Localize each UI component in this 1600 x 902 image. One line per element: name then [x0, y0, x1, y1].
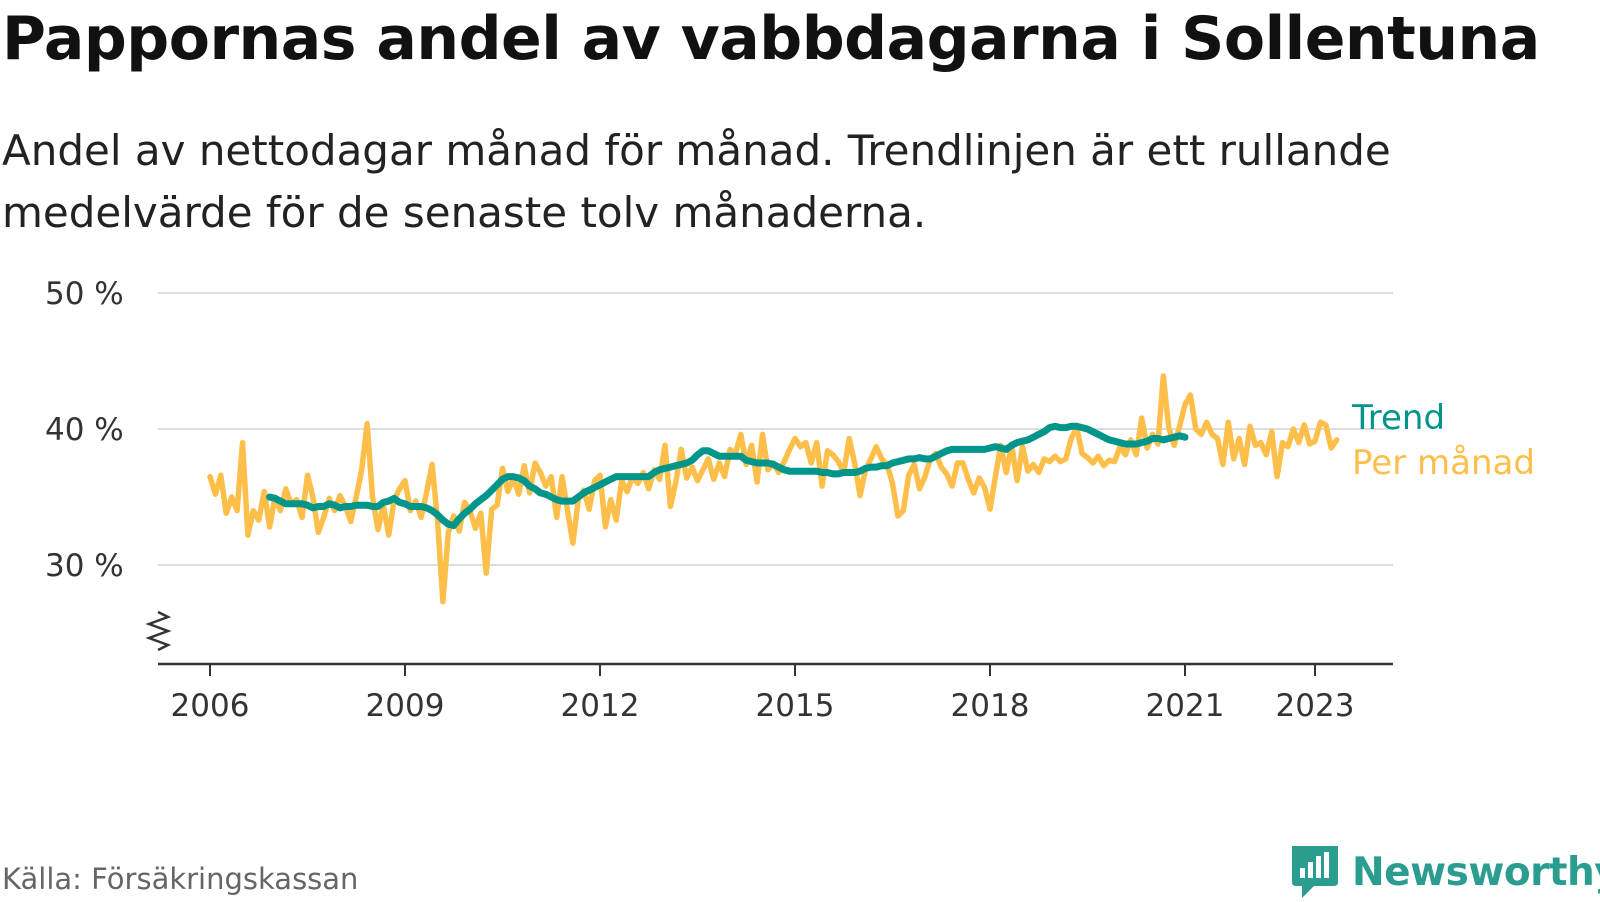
brand-name: Newsworthy	[1352, 849, 1600, 895]
brand-logo[interactable]: Newsworthy	[1288, 842, 1600, 902]
x-tick-label: 2021	[1146, 688, 1225, 724]
x-axis: 2006 2009 2012 2015 2018 2021 2023	[145, 610, 1393, 724]
series-line-per-manad	[207, 373, 1340, 605]
chart-title: Pappornas andel av vabbdagarna i Sollent…	[2, 4, 1540, 74]
legend-per-manad-label: Per månad	[1352, 443, 1535, 483]
legend-trend-label: Trend	[1351, 398, 1445, 438]
x-tick-label: 2012	[561, 688, 640, 724]
series-line-trend	[266, 422, 1189, 530]
newsworthy-logo-icon	[1292, 846, 1338, 898]
x-tick-label: 2006	[171, 688, 250, 724]
source-note: Källa: Försäkringskassan	[2, 862, 359, 896]
x-tick-label: 2018	[951, 688, 1030, 724]
y-tick-label: 50 %	[45, 276, 124, 312]
x-tick-label: 2009	[366, 688, 445, 724]
axis-break-icon	[145, 610, 172, 652]
series	[207, 373, 1340, 605]
x-tick-label: 2015	[756, 688, 835, 724]
x-tick-label: 2023	[1276, 688, 1355, 724]
y-tick-label: 40 %	[45, 412, 124, 448]
legend: Trend Per månad	[1351, 398, 1535, 483]
chart-subtitle: Andel av nettodagar månad för månad. Tre…	[2, 126, 1391, 237]
y-axis-labels: 30 % 40 % 50 %	[45, 276, 124, 584]
y-tick-label: 30 %	[45, 548, 124, 584]
